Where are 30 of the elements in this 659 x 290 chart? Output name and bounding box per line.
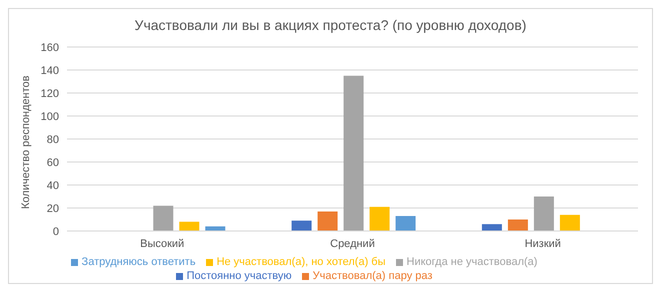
bar bbox=[482, 224, 502, 231]
y-tick-label: 40 bbox=[46, 180, 59, 192]
legend-label: Затрудняюсь ответить bbox=[82, 256, 196, 268]
bar bbox=[396, 216, 416, 231]
legend-label: Участвовал(а) пару раз bbox=[312, 270, 432, 282]
x-tick-label: Низкий bbox=[524, 238, 561, 250]
y-tick-label: 20 bbox=[46, 202, 59, 215]
legend-label: Постоянно участвую bbox=[186, 270, 292, 282]
legend-label: Никогда не участвовал(а) bbox=[406, 256, 538, 268]
bar bbox=[560, 214, 580, 231]
bar bbox=[179, 222, 200, 231]
bar bbox=[318, 211, 338, 231]
chart-title: Участвовали ли вы в акциях протеста? (по уровню доходов) bbox=[134, 16, 528, 35]
y-tick-label: 140 bbox=[40, 64, 59, 77]
bar bbox=[292, 220, 312, 231]
y-tick-label: 60 bbox=[46, 156, 59, 169]
x-tick-label: Высокий bbox=[140, 238, 184, 250]
bar bbox=[508, 220, 528, 231]
bar bbox=[153, 206, 174, 231]
bar bbox=[534, 196, 554, 231]
y-tick-label: 0 bbox=[52, 226, 59, 238]
bar bbox=[344, 76, 364, 231]
y-tick-label: 80 bbox=[46, 134, 59, 146]
y-axis-title: Количество респондентов bbox=[20, 75, 32, 209]
bar bbox=[370, 206, 390, 231]
y-tick-label: 160 bbox=[40, 42, 59, 54]
y-tick-label: 100 bbox=[40, 110, 59, 123]
legend-label: Не участвовал(а), но хотел(а) бы bbox=[216, 256, 386, 268]
y-tick-label: 120 bbox=[40, 88, 59, 100]
x-tick-label: Средний bbox=[330, 238, 375, 250]
